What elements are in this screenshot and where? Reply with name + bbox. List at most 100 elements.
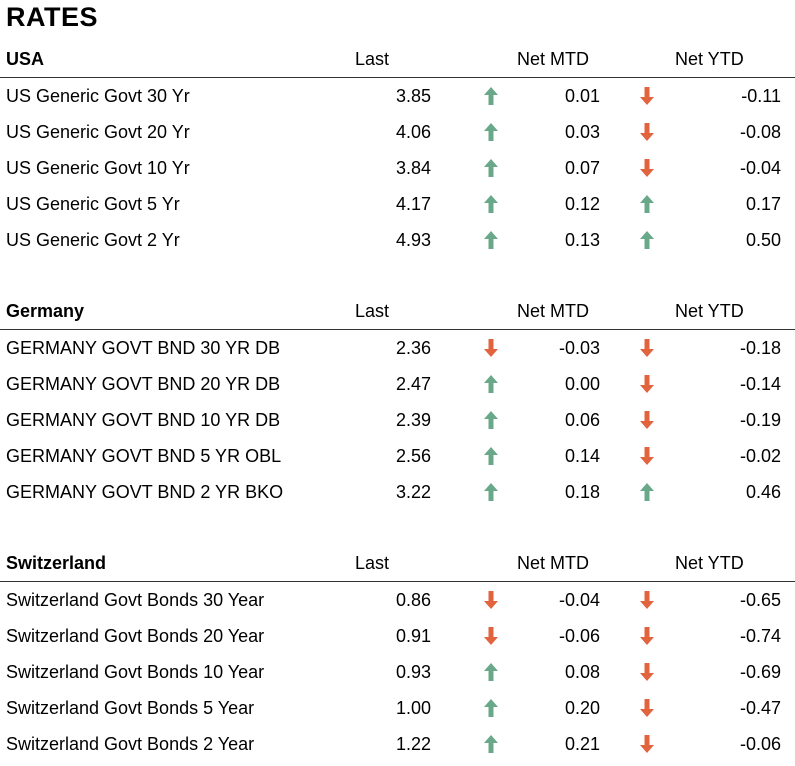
table-row: GERMANY GOVT BND 2 YR BKO 3.22 0.18 0.46 (0, 474, 795, 510)
instrument-name: US Generic Govt 20 Yr (6, 122, 190, 142)
table-row: Switzerland Govt Bonds 30 Year 0.86 -0.04 -… (0, 582, 795, 618)
last-value: 4.06 (395, 122, 431, 142)
net-ytd-value: -0.14 (739, 374, 781, 394)
last-value: 4.93 (395, 230, 431, 250)
table-row: US Generic Govt 10 Yr 3.84 0.07 -0.04 (0, 150, 795, 186)
arrow-down-icon (483, 338, 499, 358)
section-header: Switzerland Last Net MTD Net YTD (0, 547, 795, 582)
instrument-name: US Generic Govt 30 Yr (6, 86, 190, 106)
section-title: Germany (6, 301, 85, 321)
rates-section-usa: USA Last Net MTD Net YTD US Generic Govt 30 … (0, 43, 795, 258)
net-ytd-value: 0.50 (745, 230, 781, 250)
column-header-net-mtd: Net MTD (517, 49, 589, 69)
instrument-name: Switzerland Govt Bonds 10 Year (6, 662, 265, 682)
arrow-down-icon (639, 590, 655, 610)
net-mtd-value: 0.01 (564, 86, 600, 106)
net-mtd-value: 0.03 (564, 122, 600, 142)
net-ytd-value: -0.06 (739, 734, 781, 754)
instrument-name: GERMANY GOVT BND 2 YR BKO (6, 482, 284, 502)
last-value: 3.84 (395, 158, 431, 178)
arrow-down-icon (639, 374, 655, 394)
last-value: 2.36 (395, 338, 431, 358)
arrow-down-icon (639, 698, 655, 718)
table-row: US Generic Govt 2 Yr 4.93 0.13 0.50 (0, 222, 795, 258)
section-header: USA Last Net MTD Net YTD (0, 43, 795, 78)
arrow-up-icon (639, 194, 655, 214)
last-value: 4.17 (395, 194, 431, 214)
net-ytd-value: 0.17 (745, 194, 781, 214)
column-header-net-mtd: Net MTD (517, 301, 589, 321)
net-ytd-value: -0.47 (739, 698, 781, 718)
arrow-down-icon (639, 122, 655, 142)
instrument-name: Switzerland Govt Bonds 20 Year (6, 626, 265, 646)
net-mtd-value: 0.21 (564, 734, 600, 754)
net-mtd-value: -0.04 (558, 590, 600, 610)
instrument-name: Switzerland Govt Bonds 2 Year (6, 734, 255, 754)
instrument-name: US Generic Govt 10 Yr (6, 158, 190, 178)
instrument-name: GERMANY GOVT BND 10 YR DB (6, 410, 281, 430)
last-value: 3.22 (395, 482, 431, 502)
net-ytd-value: -0.74 (739, 626, 781, 646)
table-row: US Generic Govt 20 Yr 4.06 0.03 -0.08 (0, 114, 795, 150)
table-row: GERMANY GOVT BND 5 YR OBL 2.56 0.14 -0.02 (0, 438, 795, 474)
arrow-down-icon (639, 626, 655, 646)
arrow-up-icon (483, 482, 499, 502)
arrow-up-icon (483, 410, 499, 430)
instrument-name: Switzerland Govt Bonds 5 Year (6, 698, 255, 718)
instrument-name: Switzerland Govt Bonds 30 Year (6, 590, 265, 610)
section-title: USA (6, 49, 45, 69)
arrow-up-icon (483, 194, 499, 214)
column-header-net-ytd: Net YTD (675, 301, 744, 321)
last-value: 2.39 (395, 410, 431, 430)
net-mtd-value: 0.06 (564, 410, 600, 430)
net-ytd-value: -0.69 (739, 662, 781, 682)
table-row: US Generic Govt 5 Yr 4.17 0.12 0.17 (0, 186, 795, 222)
net-ytd-value: -0.65 (739, 590, 781, 610)
column-header-last: Last (355, 301, 390, 321)
table-row: GERMANY GOVT BND 20 YR DB 2.47 0.00 -0.14 (0, 366, 795, 402)
table-row: Switzerland Govt Bonds 2 Year 1.22 0.21 -0.… (0, 726, 795, 762)
net-ytd-value: -0.08 (739, 122, 781, 142)
arrow-up-icon (483, 158, 499, 178)
arrow-down-icon (483, 626, 499, 646)
net-ytd-value: -0.18 (739, 338, 781, 358)
net-mtd-value: 0.13 (564, 230, 600, 250)
column-header-last: Last (355, 49, 390, 69)
net-mtd-value: 0.12 (564, 194, 600, 214)
net-mtd-value: 0.07 (564, 158, 600, 178)
last-value: 3.85 (395, 86, 431, 106)
arrow-down-icon (483, 590, 499, 610)
arrow-down-icon (639, 338, 655, 358)
table-row: GERMANY GOVT BND 10 YR DB 2.39 0.06 -0.19 (0, 402, 795, 438)
arrow-up-icon (483, 230, 499, 250)
net-mtd-value: -0.03 (558, 338, 600, 358)
table-row: Switzerland Govt Bonds 20 Year 0.91 -0.06 -… (0, 618, 795, 654)
net-ytd-value: -0.02 (739, 446, 781, 466)
instrument-name: GERMANY GOVT BND 5 YR OBL (6, 446, 282, 466)
arrow-down-icon (639, 662, 655, 682)
last-value: 0.93 (395, 662, 431, 682)
column-header-net-mtd: Net MTD (517, 553, 589, 573)
arrow-up-icon (483, 698, 499, 718)
last-value: 1.22 (395, 734, 431, 754)
last-value: 2.56 (395, 446, 431, 466)
arrow-up-icon (483, 446, 499, 466)
arrow-up-icon (639, 482, 655, 502)
table-row: GERMANY GOVT BND 30 YR DB 2.36 -0.03 -0.18 (0, 330, 795, 366)
arrow-down-icon (639, 410, 655, 430)
net-mtd-value: -0.06 (558, 626, 600, 646)
instrument-name: GERMANY GOVT BND 20 YR DB (6, 374, 281, 394)
net-mtd-value: 0.00 (564, 374, 600, 394)
column-header-net-ytd: Net YTD (675, 49, 744, 69)
arrow-up-icon (483, 86, 499, 106)
net-mtd-value: 0.14 (564, 446, 600, 466)
net-ytd-value: -0.19 (739, 410, 781, 430)
last-value: 0.91 (395, 626, 431, 646)
net-mtd-value: 0.20 (564, 698, 600, 718)
rates-section-germany: Germany Last Net MTD Net YTD GERMANY GOVT BN… (0, 295, 795, 510)
net-ytd-value: -0.11 (741, 86, 781, 106)
page-title: RATES (6, 2, 99, 32)
section-header: Germany Last Net MTD Net YTD (0, 295, 795, 330)
arrow-down-icon (639, 734, 655, 754)
table-row: Switzerland Govt Bonds 5 Year 1.00 0.20 -0.… (0, 690, 795, 726)
